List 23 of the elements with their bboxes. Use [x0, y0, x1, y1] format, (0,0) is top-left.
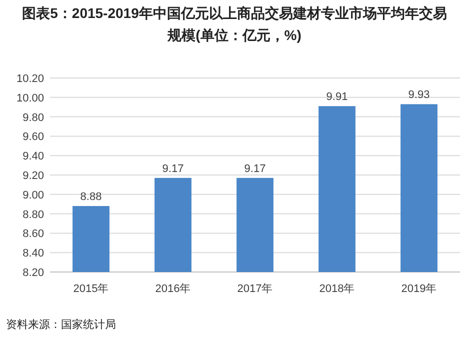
x-tick-label: 2018年	[319, 283, 355, 295]
text: 资料来源：国家统计局	[6, 318, 116, 331]
y-tick-label: 8.80	[22, 208, 44, 221]
x-tick-label: 2015年	[73, 283, 109, 295]
y-tick-label: 10.00	[16, 92, 44, 104]
x-tick-label: 2016年	[155, 283, 191, 295]
chart-title: 图表5：2015-2019年中国亿元以上商品交易建材专业市场平均年交易规模(单位：亿元，%)	[22, 5, 447, 43]
data-label: 9.17	[244, 162, 266, 175]
y-tick-label: 9.80	[22, 112, 44, 124]
y-tick-label: 9.60	[22, 131, 44, 144]
x-tick-label: 2019年	[401, 283, 437, 295]
x-tick-label: 2017年	[237, 283, 273, 295]
y-tick-label: 10.20	[16, 73, 44, 85]
y-tick-label: 8.20	[22, 267, 44, 279]
y-tick-label: 8.60	[22, 228, 44, 240]
y-tick-label: 9.00	[22, 189, 44, 202]
y-tick-label: 9.20	[22, 170, 44, 182]
data-label: 9.93	[408, 89, 430, 102]
data-label: 9.91	[326, 91, 348, 104]
y-tick-label: 9.40	[22, 150, 44, 163]
data-label: 9.17	[162, 162, 184, 175]
data-label: 8.88	[80, 191, 102, 204]
y-tick-label: 8.40	[22, 248, 44, 260]
